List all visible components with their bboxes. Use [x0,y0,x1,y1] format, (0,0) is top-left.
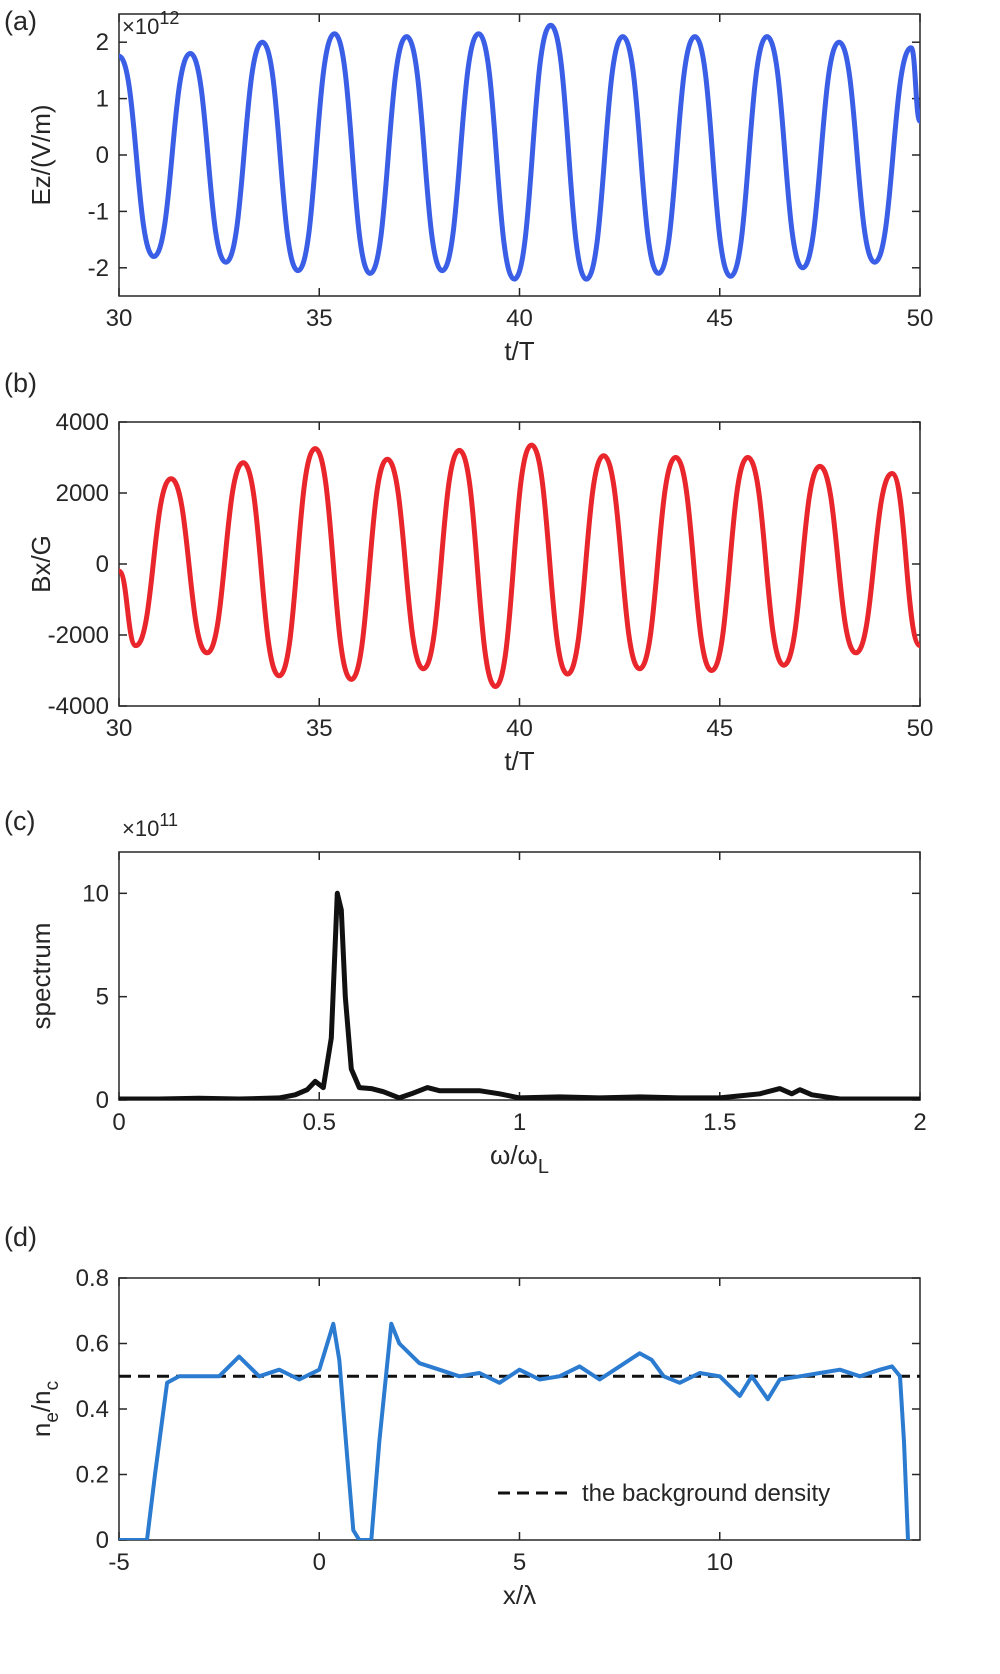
x-axis-label: t/T [504,336,534,366]
y-tick-label: 2000 [56,480,109,507]
x-tick-label: 35 [306,715,333,742]
x-tick-label: -5 [108,1549,129,1576]
x-tick-label: 0 [112,1109,125,1136]
multiplier-base: ×10 [122,14,159,39]
y-tick-label: -2000 [48,622,109,649]
x-tick-label: 30 [106,305,133,332]
x-tick-label: 45 [706,305,733,332]
series-line-1 [119,442,920,689]
x-tick-label: 2 [913,1109,926,1136]
y-tick-label: 0 [96,1527,109,1554]
y-tick-label: -1 [88,198,109,225]
y-axis-label-subscript-c: c [42,1381,63,1391]
x-tick-label: 5 [513,1549,526,1576]
x-axis-label-main: x/λ [503,1580,536,1610]
x-axis-label-main: ω/ω [490,1140,538,1170]
x-tick-label: 1 [513,1109,526,1136]
x-axis-label-subscript: L [538,1156,549,1178]
y-axis-label-n: n [26,1423,56,1437]
y-tick-label: -4000 [48,693,109,720]
x-tick-label: 35 [306,305,333,332]
x-axis-label-main: t/T [504,336,534,366]
multiplier-base: ×10 [122,816,159,841]
y-axis-label: spectrum [26,923,56,1030]
panel-label: (a) [4,6,37,36]
y-multiplier: ×1012 [122,8,179,39]
series-line-1 [119,1321,910,1540]
multiplier-exponent: 11 [159,810,178,830]
x-tick-label: 40 [506,715,533,742]
x-tick-label: 0.5 [303,1109,336,1136]
y-tick-label: 0.4 [76,1396,109,1423]
x-tick-label: 50 [907,305,934,332]
y-axis-label-main: spectrum [26,923,56,1030]
y-multiplier: ×1011 [122,810,178,841]
y-tick-label: 10 [82,880,109,907]
x-tick-label: 45 [706,715,733,742]
x-tick-label: 30 [106,715,133,742]
plot-frame [118,13,921,297]
y-tick-label: 0 [96,1087,109,1114]
y-axis-label: Ez/(V/m) [26,104,56,205]
x-axis-label: t/T [504,746,534,776]
chart-panel-2: 30 35 40 45 50 -4000 -2000 0 2000 4000 (b) t/T Bx/G [4,368,933,776]
x-axis-label-main: t/T [504,746,534,776]
y-axis-label-subscript-e: e [42,1412,63,1423]
y-axis-label-slash-n: /n [26,1390,56,1412]
series-line-1 [119,22,920,282]
x-tick-label: 0 [313,1549,326,1576]
x-tick-label: 1.5 [703,1109,736,1136]
y-tick-label: 4000 [56,409,109,436]
panel-label: (b) [4,368,37,398]
y-tick-label: 2 [96,29,109,56]
y-tick-label: 0 [96,142,109,169]
panel-label: (d) [4,1222,37,1252]
x-tick-label: 40 [506,305,533,332]
y-tick-label: 5 [96,984,109,1011]
y-tick-label: -2 [88,255,109,282]
y-axis-label: Bx/G [26,535,56,593]
plot-frame [118,1277,921,1541]
y-tick-label: 0.8 [76,1265,109,1292]
y-tick-label: 0.6 [76,1331,109,1358]
x-axis-label: ω/ωL [490,1140,549,1178]
y-tick-label: 1 [96,86,109,113]
x-tick-label: 50 [907,715,934,742]
legend-label: the background density [582,1480,830,1507]
legend: the background density [498,1480,830,1507]
panel-label: (c) [4,806,35,836]
series-line-1 [119,890,920,1100]
y-axis-label-main: Ez/(V/m) [26,104,56,205]
y-axis-label-main: Bx/G [26,535,56,593]
y-axis-label: ne/nc [26,1381,63,1437]
x-tick-label: 10 [706,1549,733,1576]
multiplier-exponent: 12 [159,8,179,28]
plot-frame [118,851,921,1101]
y-tick-label: 0.2 [76,1462,109,1489]
y-tick-label: 0 [96,551,109,578]
x-axis-label: x/λ [503,1580,536,1610]
